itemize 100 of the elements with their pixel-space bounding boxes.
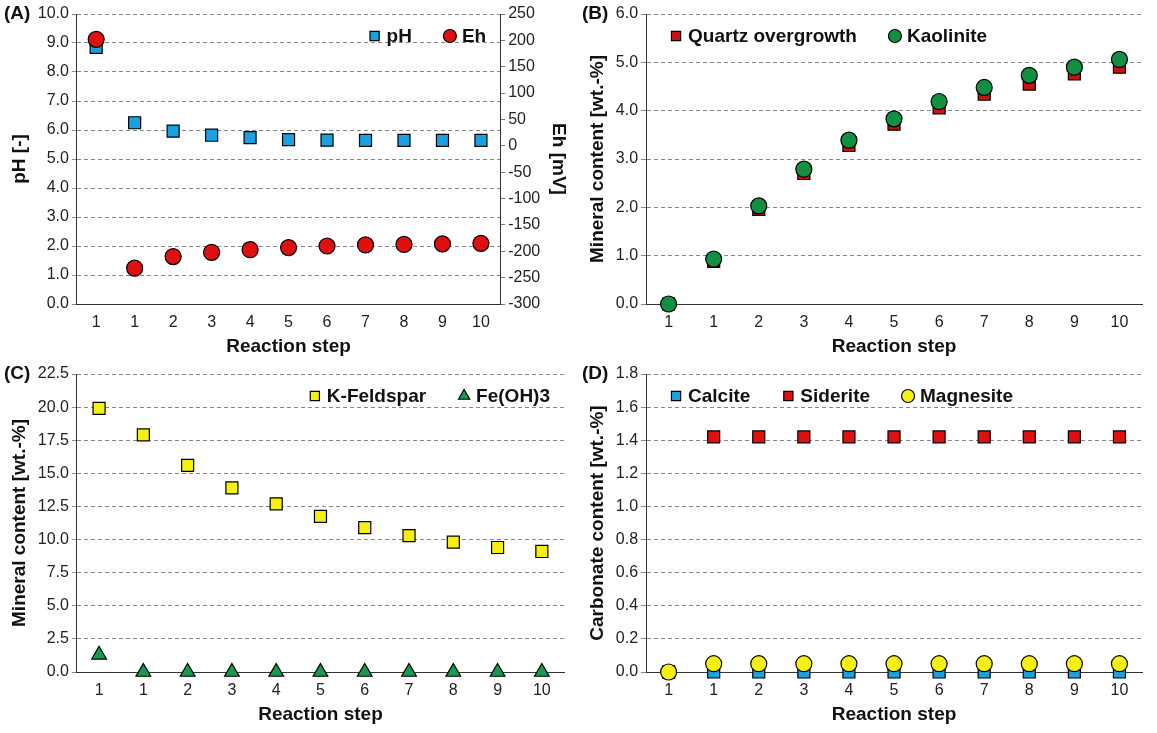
point	[750, 655, 768, 673]
point	[92, 401, 106, 416]
point	[446, 535, 460, 549]
x-tick-label: 6	[934, 681, 944, 699]
x-tick-label: 8	[1024, 313, 1034, 331]
legend-label: Calcite	[688, 385, 751, 407]
point	[795, 160, 813, 178]
y-tick-label: 0.6	[615, 563, 639, 581]
x-tick-label: 1	[94, 681, 104, 699]
y-tick-label: 10.0	[37, 529, 70, 547]
point	[1020, 66, 1038, 84]
point	[397, 133, 411, 148]
legend-label: Kaolinite	[906, 25, 988, 47]
point	[887, 430, 901, 444]
x-axis-title: Reaction step	[831, 334, 957, 356]
point	[401, 662, 417, 677]
point	[203, 243, 221, 261]
y-tick-label: 1.2	[615, 463, 639, 481]
x-tick-label: 4	[844, 681, 854, 699]
y-tick-label: 2.0	[46, 236, 70, 254]
y-tick-label: 7.5	[46, 563, 70, 581]
x-tick-label: 1	[664, 313, 674, 331]
y2-tick-label: -100	[508, 188, 541, 206]
point	[535, 544, 549, 559]
point	[320, 133, 334, 147]
y-tick-label: 0.0	[46, 294, 70, 312]
x-tick-label: 1	[130, 313, 140, 331]
x-tick-label: 3	[799, 313, 809, 331]
x-tick-label: 8	[1024, 681, 1034, 699]
point	[932, 430, 946, 444]
y2-axis-title: Eh [mV]	[549, 123, 571, 195]
point	[1065, 655, 1083, 673]
y-tick-label: 0.8	[615, 529, 639, 547]
y-tick-label: 5.0	[46, 596, 70, 614]
y-tick-label: 0.0	[46, 662, 70, 680]
chart-title: (D)	[582, 362, 609, 384]
x-tick-label: 1	[709, 681, 719, 699]
legend-label: Quartz overgrowth	[688, 25, 857, 47]
y-tick-label: 1.0	[46, 265, 70, 283]
x-tick-label: 5	[284, 313, 294, 331]
point	[1065, 58, 1083, 76]
x-axis-title: Reaction step	[226, 334, 351, 356]
chart-title: (C)	[4, 362, 31, 384]
x-tick-label: 9	[1069, 313, 1079, 331]
y-tick-label: 7.0	[46, 91, 70, 109]
y-tick-label: 3.0	[46, 207, 70, 225]
point	[975, 78, 993, 97]
point	[128, 116, 142, 130]
y-tick-label: 8.0	[46, 62, 70, 80]
x-tick-label: 5	[889, 681, 899, 699]
y2-tick-label: -50	[508, 162, 532, 180]
y-axis-title: Mineral content [wt.-%]	[585, 55, 607, 263]
x-tick-label: 9	[438, 313, 448, 331]
y-tick-label: 4.0	[615, 101, 639, 119]
y-tick-label: 17.5	[37, 430, 70, 448]
legend-label: pH	[386, 25, 412, 47]
y2-tick-label: 50	[508, 109, 527, 127]
point	[1020, 655, 1038, 673]
point	[268, 662, 285, 677]
y-tick-label: 9.0	[46, 33, 70, 51]
point	[135, 662, 152, 677]
y-tick-label: 15.0	[37, 463, 70, 481]
point	[136, 428, 150, 442]
x-tick-label: 4	[245, 313, 255, 331]
x-tick-label: 7	[404, 681, 414, 699]
y2-tick-label: 200	[508, 30, 535, 48]
y-tick-label: 2.5	[46, 629, 70, 647]
point	[930, 655, 948, 673]
y-tick-label: 0.0	[615, 662, 639, 680]
x-tick-label: 7	[979, 313, 989, 331]
point	[223, 662, 240, 677]
point	[164, 247, 182, 266]
point	[225, 481, 239, 495]
y2-tick-label: -200	[508, 241, 541, 259]
x-tick-label: 9	[1069, 681, 1079, 699]
point	[707, 430, 721, 444]
point	[842, 430, 856, 444]
y-tick-label: 1.8	[615, 364, 639, 382]
chart-title: (B)	[582, 2, 609, 24]
point	[126, 259, 144, 277]
point	[356, 662, 373, 677]
point	[241, 241, 259, 259]
point	[269, 497, 283, 511]
point	[489, 662, 506, 677]
y-tick-label: 20.0	[37, 397, 70, 415]
point	[181, 458, 195, 472]
point	[395, 235, 413, 254]
y-tick-label: 4.0	[46, 178, 70, 196]
legend-label: Fe(OH)3	[476, 385, 551, 407]
point	[313, 509, 328, 523]
y2-tick-label: -150	[508, 215, 541, 233]
legend-label: Eh	[461, 25, 487, 47]
point	[318, 237, 336, 255]
y-tick-label: 0.2	[615, 629, 639, 647]
y-tick-label: 5.0	[615, 52, 639, 70]
y-tick-label: 1.0	[615, 496, 639, 514]
x-tick-label: 4	[271, 681, 281, 699]
point	[705, 655, 723, 673]
point	[358, 133, 373, 148]
x-tick-label: 3	[799, 681, 809, 699]
